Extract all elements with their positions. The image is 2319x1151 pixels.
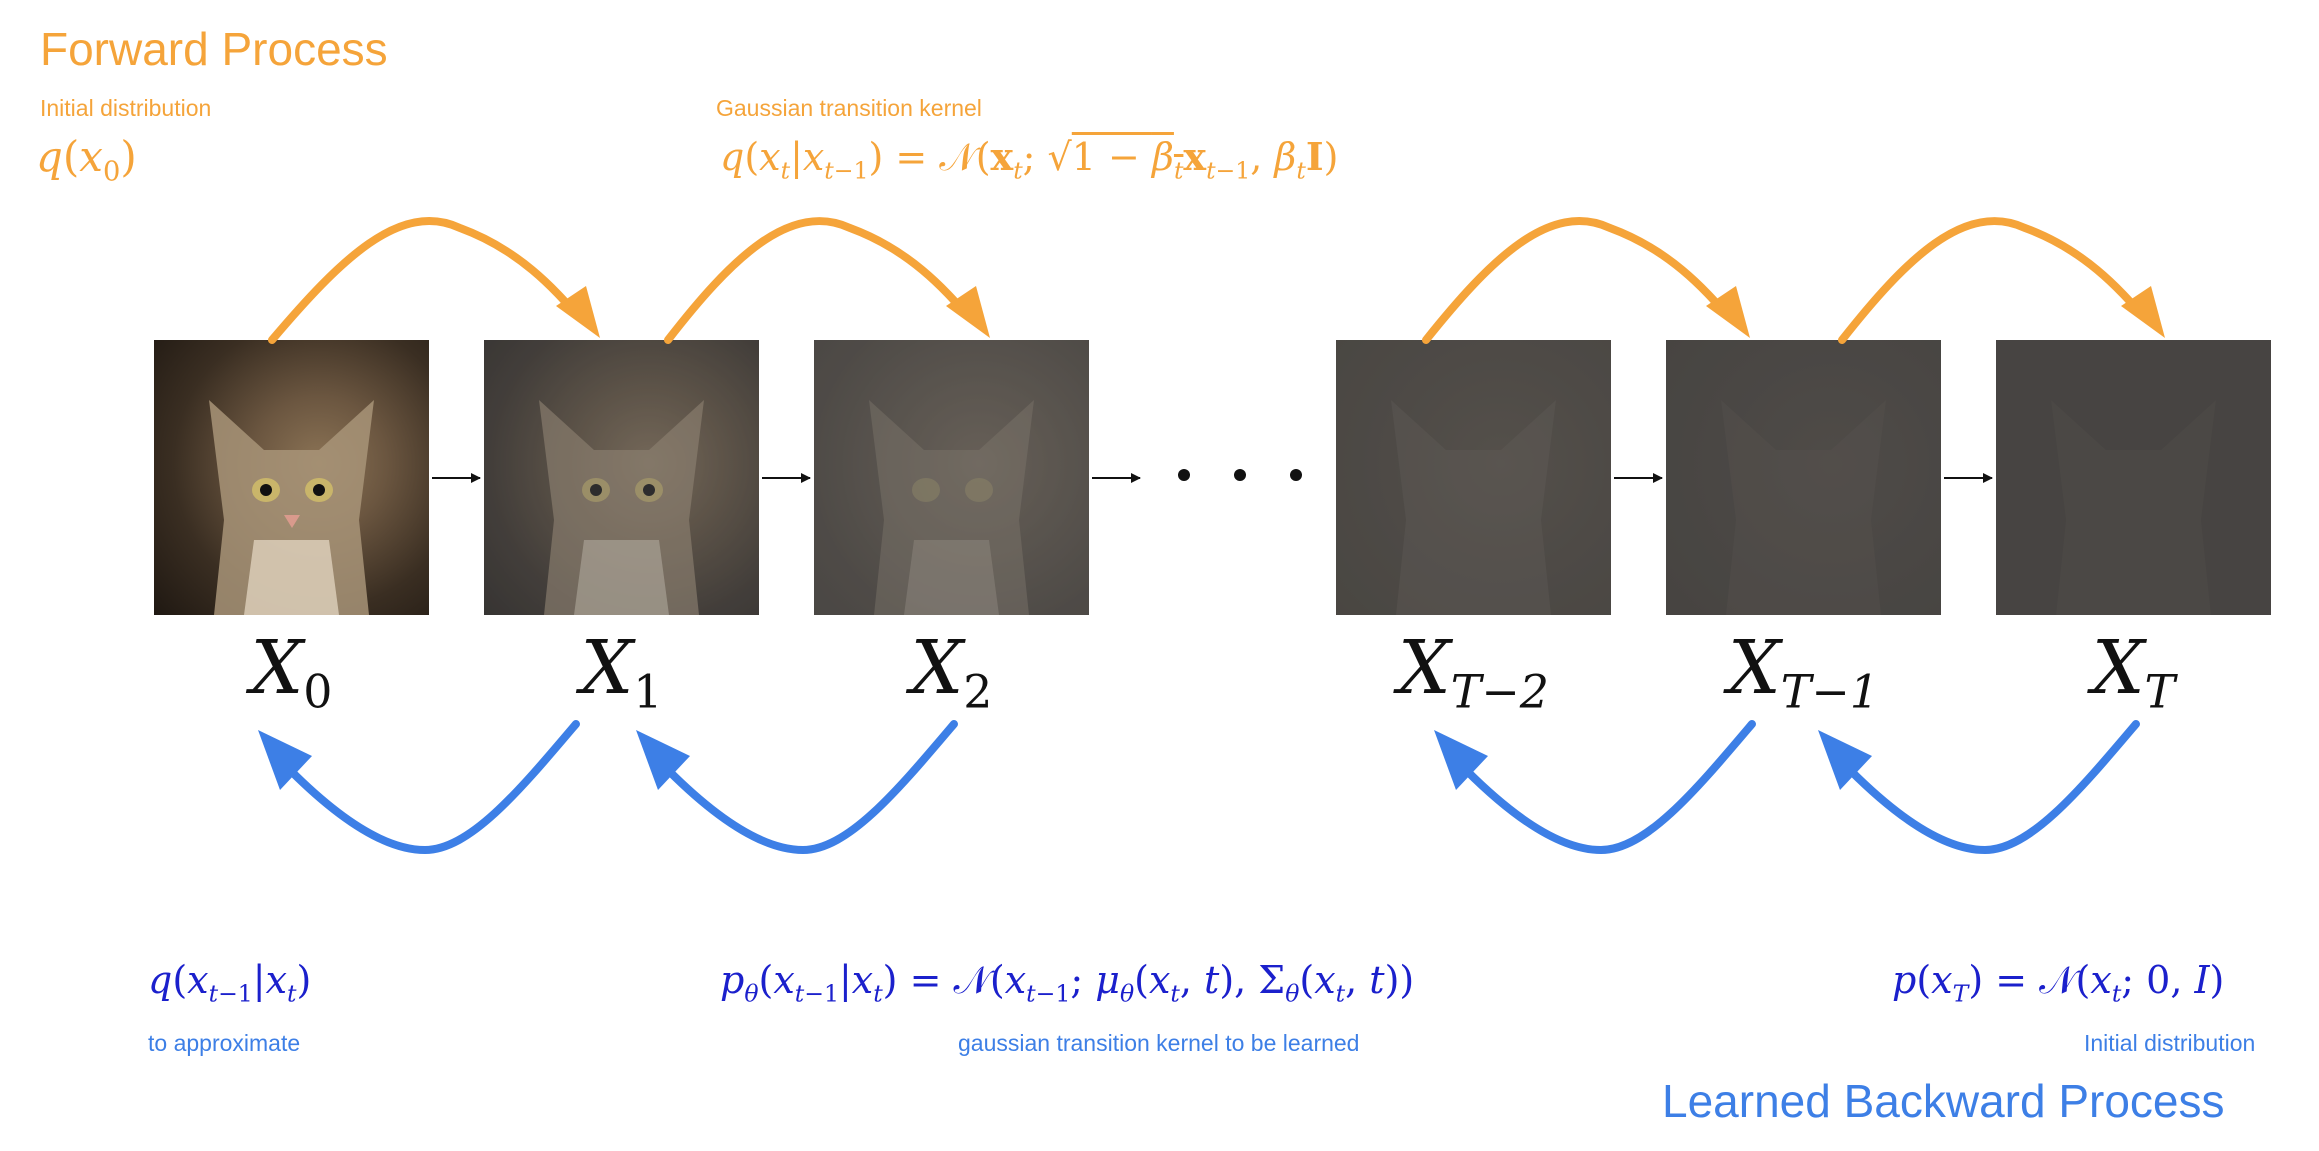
backward-arrowhead-1 <box>636 730 690 790</box>
forward-arc-0-1 <box>268 217 582 344</box>
forward-arrowhead-1 <box>556 286 600 338</box>
backward-kernel-formula: pθ(xt−1|xt) = 𝒩(xt−1; μθ(xt, t), Σθ(xt, … <box>720 958 1415 1008</box>
forward-process-title: Forward Process <box>40 23 388 75</box>
backward-initial-label: Initial distribution <box>2084 1030 2256 1056</box>
image-xT-2 <box>1336 340 1611 615</box>
forward-kernel-label: Gaussian transition kernel <box>716 95 982 121</box>
backward-arrowhead-T2 <box>1434 730 1488 790</box>
forward-initial-distribution-label: Initial distribution <box>40 95 212 121</box>
label-xT-2: XT−2 <box>1398 625 1549 719</box>
image-x1 <box>484 340 759 615</box>
image-xT <box>1996 340 2271 615</box>
backward-initial-formula: p(xT) = 𝒩(xt; 0, I) <box>1892 958 2225 1008</box>
forward-arrowhead-2 <box>946 286 990 338</box>
label-xT-1: XT−1 <box>1728 625 1879 719</box>
forward-arc-1-2 <box>664 217 972 344</box>
forward-arrowhead-T <box>2121 286 2165 338</box>
label-xT: XT <box>2091 625 2176 719</box>
forward-arc-T2-T1 <box>1422 217 1732 344</box>
backward-arrowhead-T1 <box>1818 730 1872 790</box>
image-x0 <box>154 340 429 615</box>
backward-arc-2-1 <box>664 720 958 855</box>
ellipsis-dots <box>1178 469 1302 481</box>
backward-approx-formula: q(xt−1|xt) <box>148 958 312 1008</box>
forward-initial-formula: q(x0) <box>36 132 137 188</box>
forward-arc-T1-T <box>1838 217 2147 344</box>
backward-arc-T1-T2 <box>1462 720 1756 855</box>
backward-approx-label: to approximate <box>148 1030 301 1056</box>
backward-arc-T-T1 <box>1846 720 2140 855</box>
label-x1: X1 <box>580 625 663 719</box>
label-x2: X2 <box>910 625 993 719</box>
backward-arc-1-0 <box>286 720 580 855</box>
forward-kernel-formula: q(xt|xt−1) = 𝒩(xt; √1 − βtxt−1, βtI) <box>720 134 1339 185</box>
label-x0: X0 <box>250 625 333 719</box>
backward-process-title: Learned Backward Process <box>1662 1075 2225 1127</box>
backward-kernel-label: gaussian transition kernel to be learned <box>958 1030 1360 1056</box>
forward-arrowhead-T1 <box>1706 286 1750 338</box>
image-x2 <box>814 340 1089 615</box>
backward-arrowhead-0 <box>258 730 312 790</box>
image-xT-1 <box>1666 340 1941 615</box>
